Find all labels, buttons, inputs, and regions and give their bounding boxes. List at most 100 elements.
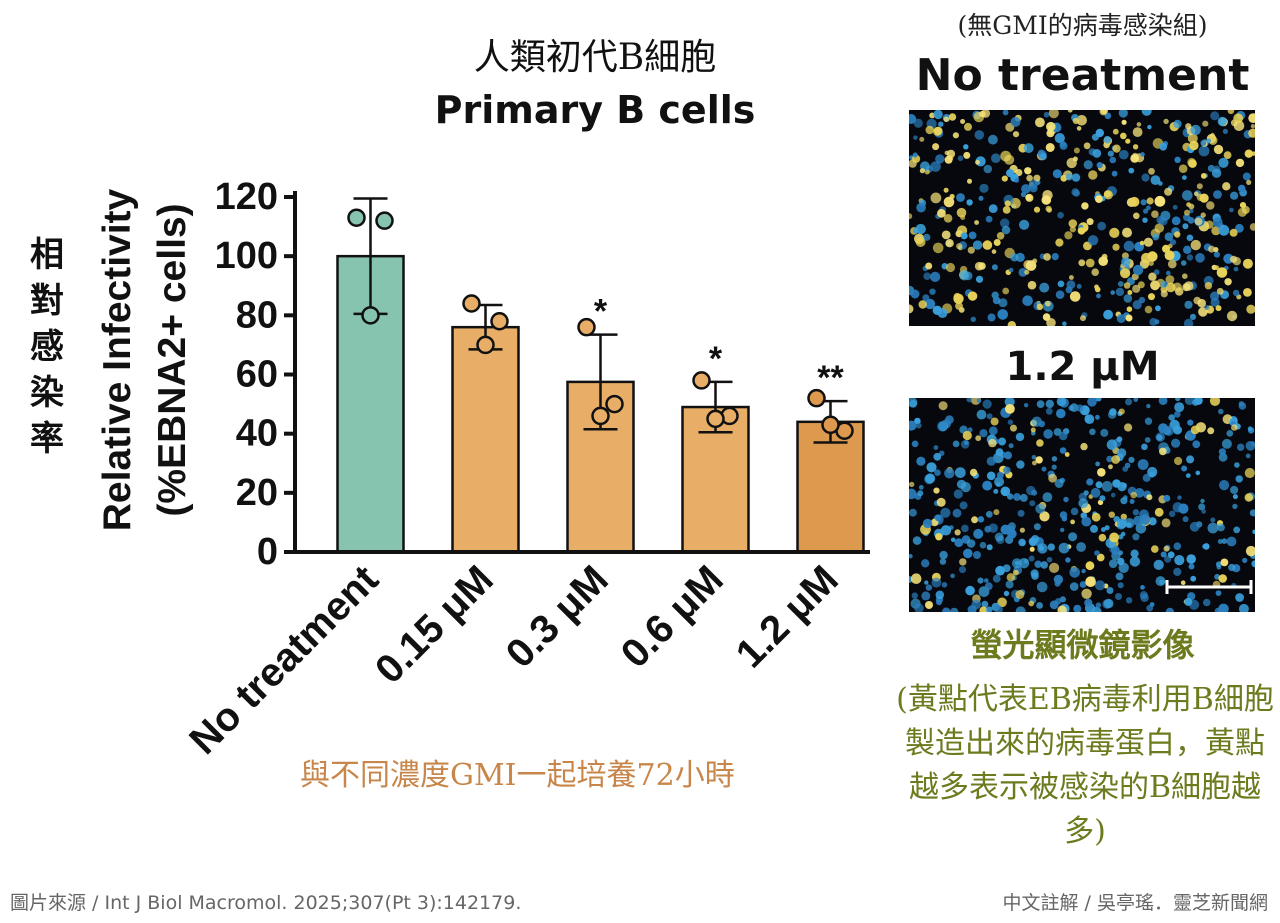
yellow-cell-dot [1080, 442, 1088, 451]
x-tick-label: 0.15 μM [367, 557, 502, 692]
blue-cell-dot [1211, 168, 1222, 178]
blue-cell-dot [1033, 523, 1041, 531]
blue-cell-dot [1079, 581, 1087, 588]
data-point [476, 335, 495, 355]
blue-cell-dot [974, 130, 985, 140]
blue-cell-dot [1111, 170, 1118, 177]
blue-cell-dot [993, 488, 999, 494]
x-tick-label: 0.6 μM [613, 557, 732, 676]
blue-cell-dot [973, 551, 981, 559]
blue-cell-dot [995, 448, 1004, 456]
yellow-cell-dot [1096, 553, 1105, 562]
yellow-cell-dot [1182, 273, 1188, 279]
blue-cell-dot [985, 606, 993, 612]
blue-cell-dot [959, 566, 966, 574]
blue-cell-dot [1180, 260, 1187, 266]
blue-cell-dot [1164, 232, 1174, 241]
yellow-cell-dot [1126, 306, 1133, 312]
blue-cell-dot [1202, 598, 1211, 607]
yellow-cell-dot [1048, 473, 1057, 483]
yellow-cell-dot [971, 516, 979, 524]
yellow-cell-dot [1085, 561, 1095, 571]
yellow-cell-dot [1233, 113, 1244, 124]
yellow-cell-dot [1033, 206, 1041, 213]
yellow-cell-dot [1250, 124, 1255, 129]
blue-cell-dot [1028, 179, 1038, 189]
blue-cell-dot [1045, 399, 1054, 409]
blue-cell-dot [1015, 432, 1025, 442]
yellow-cell-dot [1127, 290, 1133, 295]
blue-cell-dot [995, 565, 1005, 576]
yellow-cell-dot [1151, 545, 1159, 553]
yellow-cell-dot [1121, 119, 1127, 125]
significance-marker: * [594, 293, 608, 331]
yellow-cell-dot [1046, 207, 1052, 213]
blue-cell-dot [1147, 124, 1152, 130]
blue-cell-dot [1118, 562, 1129, 573]
yellow-cell-dot [1196, 183, 1203, 190]
blue-cell-dot [1056, 408, 1066, 419]
yellow-cell-dot [1141, 252, 1152, 264]
yellow-cell-dot [1208, 245, 1216, 253]
blue-cell-dot [1023, 143, 1034, 154]
blue-cell-dot [1198, 503, 1206, 511]
blue-cell-dot [1018, 268, 1028, 277]
blue-cell-dot [1046, 556, 1053, 563]
blue-cell-dot [1141, 443, 1148, 451]
yellow-cell-dot [1057, 605, 1067, 612]
blue-cell-dot [1221, 538, 1228, 544]
blue-cell-dot [1110, 290, 1115, 295]
blue-cell-dot [1070, 507, 1079, 516]
blue-cell-dot [1121, 257, 1131, 267]
yellow-cell-dot [1091, 512, 1101, 522]
yellow-cell-dot [1067, 110, 1073, 113]
blue-cell-dot [977, 577, 984, 584]
blue-cell-dot [1142, 217, 1148, 223]
blue-cell-dot [1035, 503, 1046, 514]
yellow-cell-dot [1174, 456, 1183, 466]
blue-cell-dot [1108, 559, 1118, 568]
blue-cell-dot [1210, 291, 1220, 301]
blue-cell-dot [1042, 492, 1053, 502]
blue-cell-dot [1217, 539, 1223, 544]
yellow-cell-dot [1046, 129, 1055, 138]
blue-cell-dot [1187, 419, 1194, 426]
yellow-cell-dot [1244, 467, 1255, 479]
blue-cell-dot [926, 462, 937, 473]
blue-cell-dot [991, 153, 1001, 163]
yellow-cell-dot [1112, 128, 1119, 135]
yellow-cell-dot [1164, 187, 1173, 196]
yellow-cell-dot [1048, 110, 1059, 119]
blue-cell-dot [1016, 460, 1025, 469]
yellow-cell-dot [1019, 527, 1025, 533]
blue-cell-dot [966, 199, 973, 206]
blue-cell-dot [1059, 447, 1067, 454]
blue-cell-dot [1252, 529, 1255, 534]
yellow-cell-dot [1204, 282, 1213, 290]
yellow-cell-dot [1120, 132, 1127, 140]
blue-cell-dot [978, 195, 984, 201]
blue-cell-dot [918, 485, 924, 490]
blue-cell-dot [1055, 290, 1065, 299]
blue-cell-dot [1054, 479, 1064, 488]
data-point [692, 371, 711, 390]
blue-cell-dot [916, 202, 926, 213]
blue-cell-dot [1173, 425, 1182, 435]
yellow-cell-dot [1248, 128, 1255, 138]
yellow-cell-dot [1202, 120, 1209, 127]
blue-cell-dot [994, 532, 1004, 542]
yellow-cell-dot [1030, 427, 1036, 433]
yellow-cell-dot [1070, 519, 1075, 525]
blue-cell-dot [950, 573, 955, 579]
yellow-cell-dot [909, 304, 914, 314]
blue-cell-dot [1190, 575, 1197, 582]
blue-cell-dot [1184, 398, 1195, 406]
y-tick-label: 40 [236, 413, 278, 455]
yellow-cell-dot [988, 438, 997, 448]
blue-cell-dot [1201, 509, 1206, 514]
blue-cell-dot [1218, 224, 1230, 236]
yellow-cell-dot [979, 110, 986, 118]
blue-cell-dot [1230, 485, 1239, 495]
yellow-cell-dot [1148, 293, 1155, 301]
blue-cell-dot [991, 264, 998, 271]
